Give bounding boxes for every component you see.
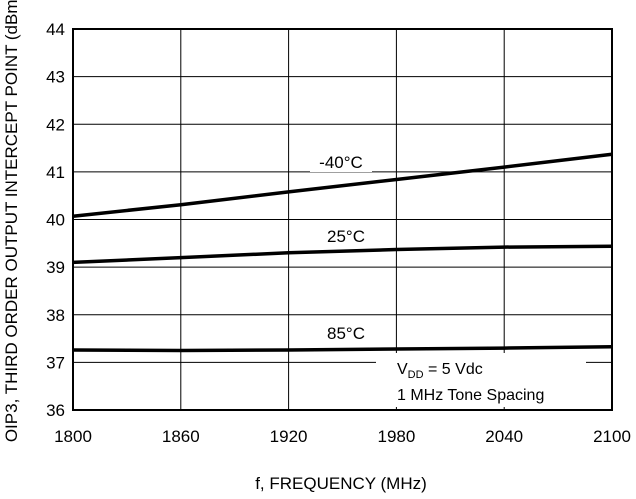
plot-border xyxy=(72,28,613,411)
series-labels: -40°C 25°C 85°C xyxy=(310,149,372,343)
y-tick-label: 37 xyxy=(46,353,65,372)
y-tick-label: 44 xyxy=(46,20,65,39)
y-tick-label: 39 xyxy=(46,258,65,277)
x-tick-label: 2040 xyxy=(485,427,523,446)
series-label-minus40: -40°C xyxy=(319,153,363,172)
series-line-2 xyxy=(72,344,613,353)
x-axis-label: f, FREQUENCY (MHz) xyxy=(255,474,427,493)
grid xyxy=(73,29,612,410)
y-tick-label: 38 xyxy=(46,306,65,325)
series-label-85: 85°C xyxy=(327,324,365,343)
y-tick-label: 42 xyxy=(46,115,65,134)
x-tick-labels: 1800 1860 1920 1980 2040 2100 xyxy=(54,427,631,446)
y-tick-label: 43 xyxy=(46,68,65,87)
y-tick-label: 36 xyxy=(46,401,65,420)
y-axis-label: OIP3, THIRD ORDER OUTPUT INTERCEPT POINT… xyxy=(2,0,21,442)
plot-frame xyxy=(72,28,613,411)
x-tick-label: 1800 xyxy=(54,427,92,446)
conditions-annotation: VDD = 5 Vdc 1 MHz Tone Spacing xyxy=(376,353,586,407)
x-tick-label: 2100 xyxy=(593,427,631,446)
series-line-1 xyxy=(72,244,613,265)
y-tick-labels: 36 37 38 39 40 41 42 43 44 xyxy=(46,20,65,420)
x-tick-label: 1980 xyxy=(377,427,415,446)
x-tick-label: 1860 xyxy=(162,427,200,446)
y-tick-label: 40 xyxy=(46,211,65,230)
series-lines xyxy=(72,152,613,353)
series-line-0 xyxy=(72,152,613,218)
y-tick-label: 41 xyxy=(46,163,65,182)
tone-spacing-label: 1 MHz Tone Spacing xyxy=(397,387,544,404)
series-label-25: 25°C xyxy=(327,227,365,246)
x-tick-label: 1920 xyxy=(270,427,308,446)
vdd-label: VDD = 5 Vdc xyxy=(397,361,483,381)
